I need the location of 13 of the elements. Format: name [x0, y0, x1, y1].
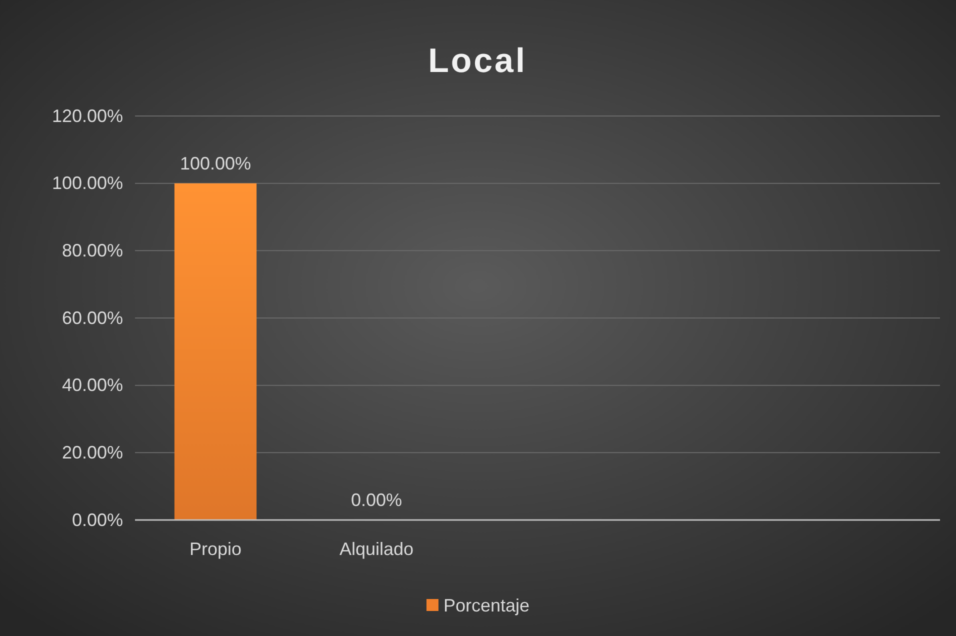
y-tick-label: 120.00%	[52, 106, 123, 126]
y-tick-label: 40.00%	[62, 375, 123, 396]
y-tick-label: 80.00%	[62, 240, 123, 260]
y-tick-label: 20.00%	[62, 442, 123, 462]
y-tick-label: 60.00%	[62, 308, 123, 328]
data-label: 100.00%	[180, 153, 252, 174]
x-tick-label: Alquilado	[339, 538, 414, 559]
chart-title: Local	[428, 42, 527, 80]
y-tick-label: 100.00%	[52, 173, 123, 194]
legend-label: Porcentaje	[443, 595, 530, 616]
data-label: 0.00%	[350, 490, 402, 510]
y-tick-label: 0.00%	[72, 510, 123, 530]
x-tick-label: Propio	[189, 538, 242, 559]
